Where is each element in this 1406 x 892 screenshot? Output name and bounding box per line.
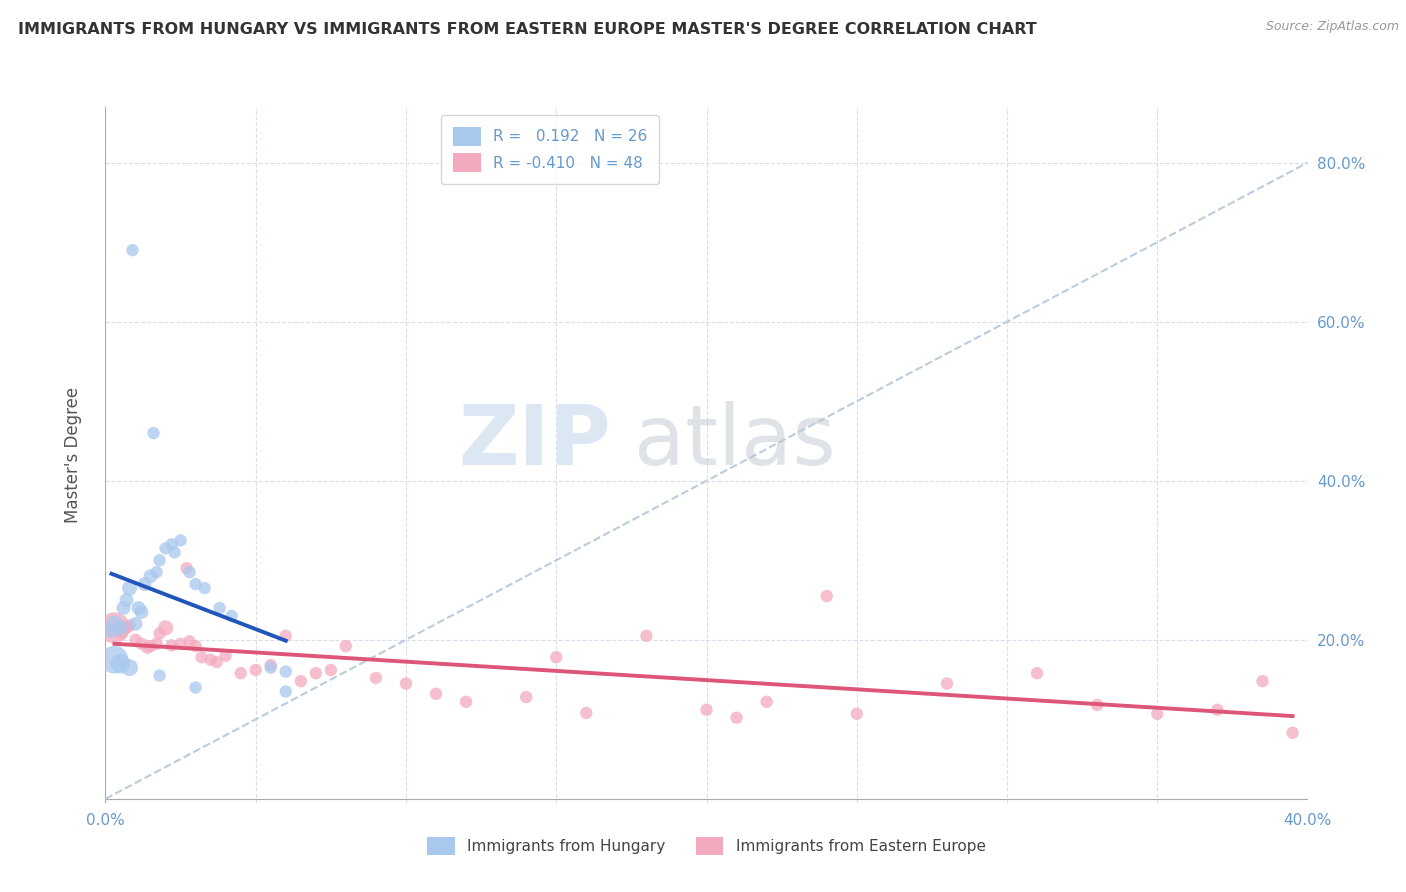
Point <box>169 533 191 548</box>
Point <box>145 565 167 579</box>
Legend: Immigrants from Hungary, Immigrants from Eastern Europe: Immigrants from Hungary, Immigrants from… <box>422 830 991 862</box>
Point <box>145 637 167 651</box>
Point <box>274 665 297 679</box>
Point <box>221 609 243 624</box>
Point <box>936 676 959 690</box>
Point <box>815 589 838 603</box>
Point <box>546 650 568 665</box>
Point <box>274 684 297 698</box>
Point <box>184 639 207 653</box>
Point <box>1085 698 1108 712</box>
Point <box>103 616 125 631</box>
Text: atlas: atlas <box>634 401 837 482</box>
Point <box>176 561 198 575</box>
Point <box>148 626 170 640</box>
Point <box>103 621 125 635</box>
Point <box>636 629 658 643</box>
Point <box>100 624 122 639</box>
Point <box>208 601 231 615</box>
Point <box>115 593 138 607</box>
Y-axis label: Master's Degree: Master's Degree <box>63 387 82 523</box>
Point <box>214 648 236 663</box>
Point <box>229 666 252 681</box>
Point <box>260 660 283 674</box>
Point <box>139 639 162 653</box>
Point <box>103 653 125 667</box>
Point <box>425 687 447 701</box>
Point <box>305 666 328 681</box>
Point <box>160 537 183 551</box>
Point <box>115 621 138 635</box>
Point <box>155 621 177 635</box>
Point <box>1251 674 1274 689</box>
Point <box>121 243 143 257</box>
Point <box>755 695 778 709</box>
Point <box>190 650 212 665</box>
Point <box>290 674 312 689</box>
Point <box>148 553 170 567</box>
Point <box>110 621 132 635</box>
Point <box>515 690 537 704</box>
Point <box>184 577 207 591</box>
Point <box>1146 706 1168 721</box>
Point <box>845 706 868 721</box>
Point <box>395 676 418 690</box>
Point <box>1206 703 1229 717</box>
Point <box>575 706 598 720</box>
Point <box>118 581 141 595</box>
Point <box>200 653 222 667</box>
Point <box>1281 726 1303 740</box>
Point <box>112 601 135 615</box>
Point <box>148 668 170 682</box>
Point <box>319 663 342 677</box>
Point <box>205 655 228 669</box>
Point <box>160 638 183 652</box>
Point <box>245 663 267 677</box>
Point <box>169 637 191 651</box>
Point <box>274 629 297 643</box>
Point <box>124 616 146 631</box>
Point <box>155 541 177 556</box>
Point <box>118 618 141 632</box>
Point <box>335 639 357 653</box>
Point <box>131 605 153 619</box>
Point <box>194 581 217 595</box>
Point <box>110 657 132 671</box>
Point <box>118 660 141 674</box>
Point <box>179 634 201 648</box>
Point <box>184 681 207 695</box>
Text: Source: ZipAtlas.com: Source: ZipAtlas.com <box>1265 20 1399 33</box>
Point <box>696 703 718 717</box>
Point <box>142 425 165 440</box>
Point <box>136 640 159 655</box>
Point <box>131 637 153 651</box>
Point <box>128 601 150 615</box>
Point <box>110 624 132 639</box>
Point <box>124 632 146 647</box>
Point <box>454 695 477 709</box>
Point <box>163 545 186 559</box>
Text: ZIP: ZIP <box>458 401 610 482</box>
Point <box>260 658 283 673</box>
Text: IMMIGRANTS FROM HUNGARY VS IMMIGRANTS FROM EASTERN EUROPE MASTER'S DEGREE CORREL: IMMIGRANTS FROM HUNGARY VS IMMIGRANTS FR… <box>18 22 1038 37</box>
Point <box>134 577 156 591</box>
Point <box>139 569 162 583</box>
Point <box>1026 666 1049 681</box>
Point <box>364 671 387 685</box>
Point <box>179 565 201 579</box>
Point <box>725 711 748 725</box>
